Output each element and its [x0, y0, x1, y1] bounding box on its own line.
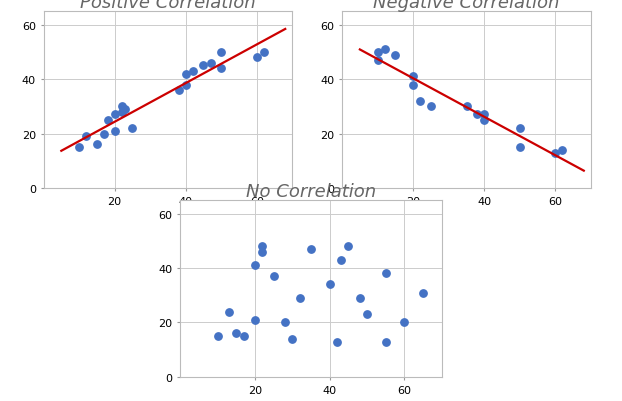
Point: [252, 55, 262, 61]
Point: [480, 112, 490, 118]
Point: [515, 126, 525, 132]
Point: [325, 282, 335, 288]
Point: [250, 262, 260, 269]
Point: [109, 128, 119, 135]
Point: [381, 338, 391, 345]
Point: [418, 290, 428, 296]
Point: [380, 47, 390, 53]
Point: [258, 243, 267, 250]
Point: [550, 150, 560, 156]
Point: [74, 144, 84, 151]
Point: [117, 109, 127, 115]
Point: [81, 134, 91, 140]
Point: [332, 338, 342, 345]
Point: [287, 336, 297, 342]
Point: [362, 311, 372, 318]
Point: [381, 271, 391, 277]
Point: [515, 144, 525, 151]
Point: [120, 107, 130, 113]
Point: [99, 131, 109, 138]
Point: [373, 58, 383, 64]
Point: [258, 249, 267, 255]
Point: [426, 104, 436, 110]
Point: [480, 117, 490, 124]
Point: [216, 50, 226, 56]
Point: [399, 320, 409, 326]
Point: [306, 246, 316, 253]
Point: [408, 82, 418, 89]
Point: [462, 104, 471, 110]
Point: [269, 273, 279, 280]
Point: [92, 142, 102, 148]
Title: No Correlation: No Correlation: [246, 182, 376, 200]
Point: [250, 317, 260, 323]
Point: [206, 61, 216, 67]
Title: Negative Correlation: Negative Correlation: [373, 0, 560, 12]
Point: [472, 112, 482, 118]
Point: [117, 104, 127, 110]
Point: [373, 50, 383, 56]
Point: [415, 98, 425, 105]
Title: Positive Correlation: Positive Correlation: [80, 0, 256, 12]
Point: [557, 147, 567, 154]
Point: [295, 295, 305, 302]
Point: [181, 71, 191, 78]
Point: [259, 50, 269, 56]
Point: [198, 63, 208, 69]
Point: [239, 333, 249, 339]
Point: [213, 333, 223, 339]
Point: [336, 257, 346, 263]
Point: [224, 309, 234, 315]
Point: [109, 112, 119, 118]
Point: [408, 74, 418, 80]
Point: [128, 126, 137, 132]
Point: [355, 295, 364, 302]
Point: [280, 320, 290, 326]
Point: [188, 69, 198, 75]
Point: [181, 82, 191, 89]
Point: [103, 117, 113, 124]
Point: [174, 87, 183, 94]
Point: [231, 330, 241, 337]
Point: [391, 52, 401, 59]
Point: [216, 66, 226, 72]
Point: [343, 243, 353, 250]
